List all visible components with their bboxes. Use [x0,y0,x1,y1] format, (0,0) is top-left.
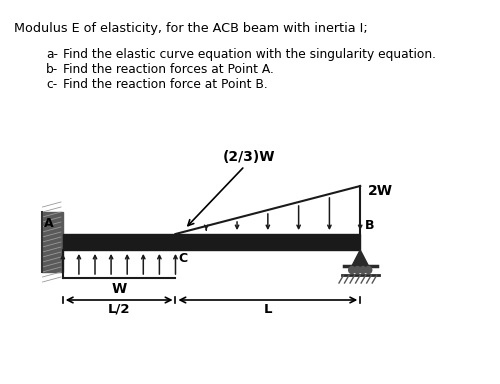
Text: Find the elastic curve equation with the singularity equation.: Find the elastic curve equation with the… [63,48,436,61]
Text: W: W [112,282,127,296]
Circle shape [366,266,372,273]
Text: (2/3)W: (2/3)W [223,150,276,164]
Text: Find the reaction forces at Point A.: Find the reaction forces at Point A. [63,63,274,76]
Text: Modulus E of elasticity, for the ACB beam with inertia I;: Modulus E of elasticity, for the ACB bea… [14,22,368,35]
Polygon shape [352,250,368,266]
Text: a-: a- [46,48,58,61]
Text: C: C [178,252,188,265]
Text: A: A [44,217,54,230]
Text: 2W: 2W [368,184,392,198]
Text: b-: b- [46,63,58,76]
Circle shape [348,266,355,273]
Text: L: L [264,303,272,316]
Text: c-: c- [46,78,58,91]
Bar [42,212,63,272]
Text: B: B [365,219,374,232]
Circle shape [360,266,366,273]
Text: Find the reaction force at Point B.: Find the reaction force at Point B. [63,78,268,91]
Bar [63,234,360,250]
Text: L/2: L/2 [108,303,130,316]
Circle shape [354,266,360,273]
